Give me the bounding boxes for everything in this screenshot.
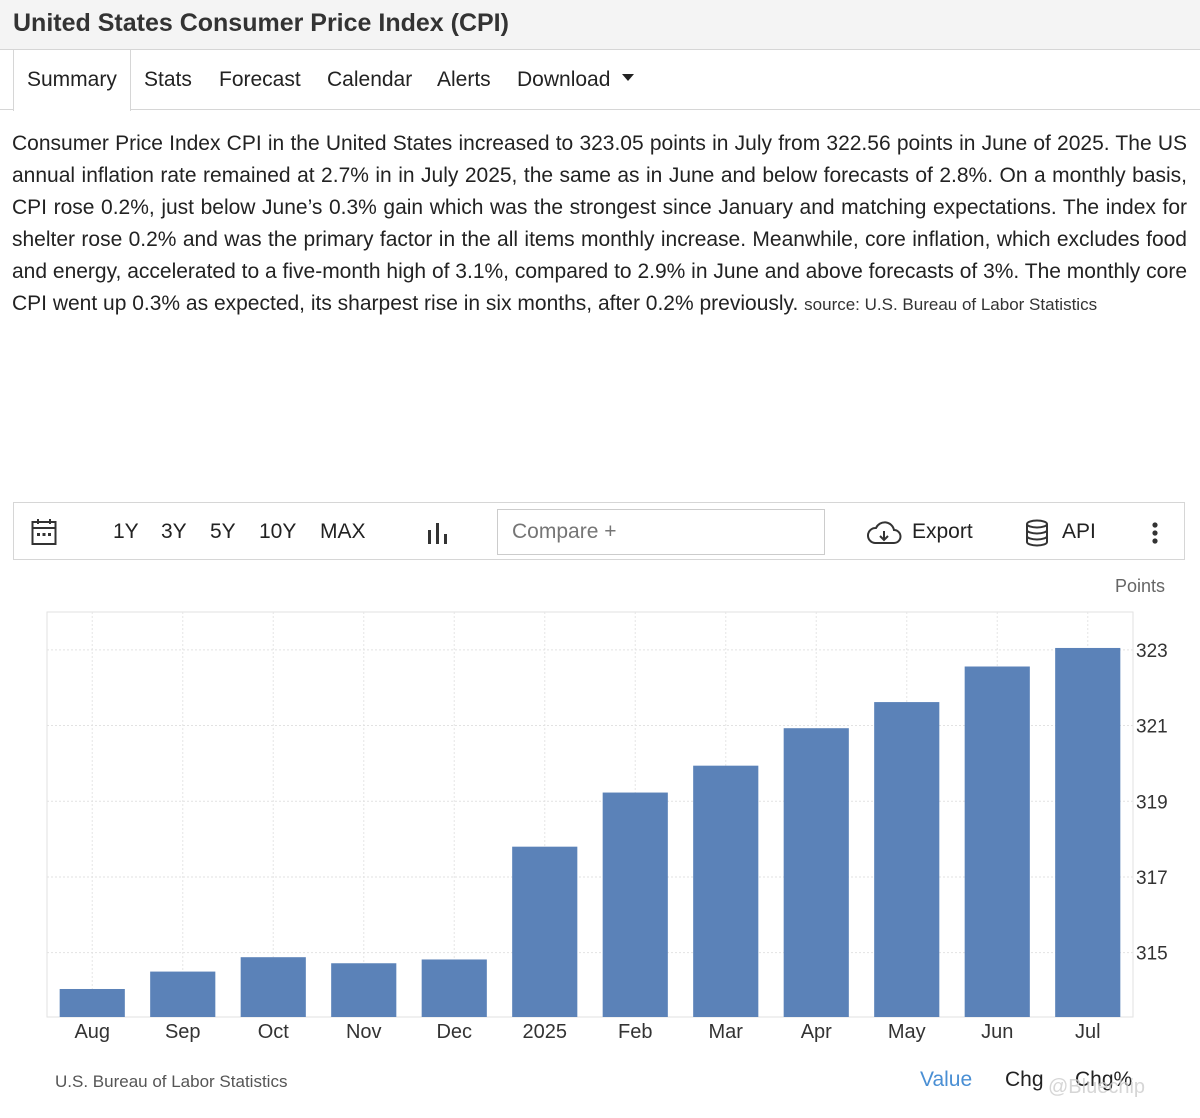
calendar-icon[interactable]: [31, 518, 57, 546]
x-tick-label: Jun: [981, 1021, 1013, 1043]
bar-jul[interactable]: [1055, 647, 1121, 1017]
bar-jun[interactable]: [964, 666, 1030, 1017]
tab-summary[interactable]: Summary: [13, 50, 131, 111]
y-axis-label: Points: [1115, 576, 1165, 596]
bar-mar[interactable]: [693, 765, 759, 1017]
caret-down-icon: [622, 73, 635, 81]
range-max[interactable]: MAX: [320, 520, 366, 543]
page-title: United States Consumer Price Index (CPI): [13, 9, 509, 37]
x-tick-label: Nov: [346, 1021, 382, 1043]
y-tick-label: 317: [1136, 868, 1168, 889]
x-tick-label: Aug: [74, 1021, 110, 1043]
bar-dec[interactable]: [421, 959, 487, 1017]
x-tick-label: Oct: [258, 1021, 290, 1043]
chart-source: U.S. Bureau of Labor Statistics: [55, 1072, 288, 1091]
bar-feb[interactable]: [602, 792, 668, 1017]
bar-sep[interactable]: [150, 971, 216, 1017]
chart-toolbar: 1Y 3Y 5Y 10Y MAX Export API: [13, 502, 1185, 560]
chart-svg: Points 315 317 319 321 323 Aug Sep Oct Nov Dec 20…: [46, 576, 1168, 1043]
cloud-download-icon[interactable]: [866, 520, 902, 546]
x-tick-label: Feb: [618, 1021, 652, 1043]
bar-aug[interactable]: [59, 988, 125, 1017]
tab-alerts[interactable]: Alerts: [437, 68, 491, 91]
y-tick-label: 321: [1136, 717, 1168, 738]
y-tick-label: 323: [1136, 641, 1168, 662]
description-source: source: U.S. Bureau of Labor Statistics: [804, 295, 1098, 314]
tab-bar: Summary Stats Forecast Calendar Alerts D…: [0, 50, 1200, 111]
title-bar: United States Consumer Price Index (CPI): [0, 0, 1200, 50]
description-text: Consumer Price Index CPI in the United S…: [12, 132, 1187, 315]
x-tick-label: Jul: [1075, 1021, 1101, 1043]
range-3y[interactable]: 3Y: [161, 520, 187, 543]
bar-2025[interactable]: [512, 846, 578, 1017]
x-tick-label: Mar: [709, 1021, 744, 1043]
chg-toggle[interactable]: Chg: [1005, 1068, 1044, 1091]
bar-oct[interactable]: [240, 957, 306, 1017]
database-icon[interactable]: [1025, 519, 1049, 547]
tab-calendar[interactable]: Calendar: [327, 68, 413, 91]
x-tick-label: May: [888, 1021, 926, 1043]
api-button[interactable]: API: [1062, 520, 1096, 543]
bar-may[interactable]: [874, 702, 940, 1017]
x-tick-label: Sep: [165, 1021, 201, 1043]
compare-input[interactable]: [497, 509, 825, 555]
range-1y[interactable]: 1Y: [113, 520, 139, 543]
range-5y[interactable]: 5Y: [210, 520, 236, 543]
bar-nov[interactable]: [331, 963, 397, 1017]
x-tick-label: Dec: [436, 1021, 472, 1043]
x-tick-label: 2025: [523, 1021, 568, 1043]
value-toggle[interactable]: Value: [920, 1068, 973, 1091]
tab-download-label: Download: [517, 68, 611, 91]
range-10y[interactable]: 10Y: [259, 520, 297, 543]
watermark: @Bluechip: [1048, 1076, 1146, 1098]
plot-area: [46, 611, 1134, 1018]
bar-chart-icon[interactable]: [427, 522, 449, 544]
tab-download[interactable]: Download: [517, 50, 635, 110]
export-button[interactable]: Export: [912, 520, 973, 543]
tab-forecast[interactable]: Forecast: [219, 68, 301, 91]
x-tick-label: Apr: [801, 1021, 832, 1043]
y-tick-label: 315: [1136, 944, 1168, 965]
more-vertical-icon[interactable]: [1151, 521, 1159, 545]
y-tick-label: 319: [1136, 792, 1168, 813]
tab-stats[interactable]: Stats: [144, 68, 192, 91]
cpi-chart: Points 315 317 319 321 323 Aug Sep Oct Nov Dec 20…: [13, 560, 1185, 1105]
bar-apr[interactable]: [783, 728, 849, 1017]
chg-percent-toggle[interactable]: Chg%: [1075, 1068, 1133, 1091]
cpi-description: Consumer Price Index CPI in the United S…: [12, 128, 1187, 321]
